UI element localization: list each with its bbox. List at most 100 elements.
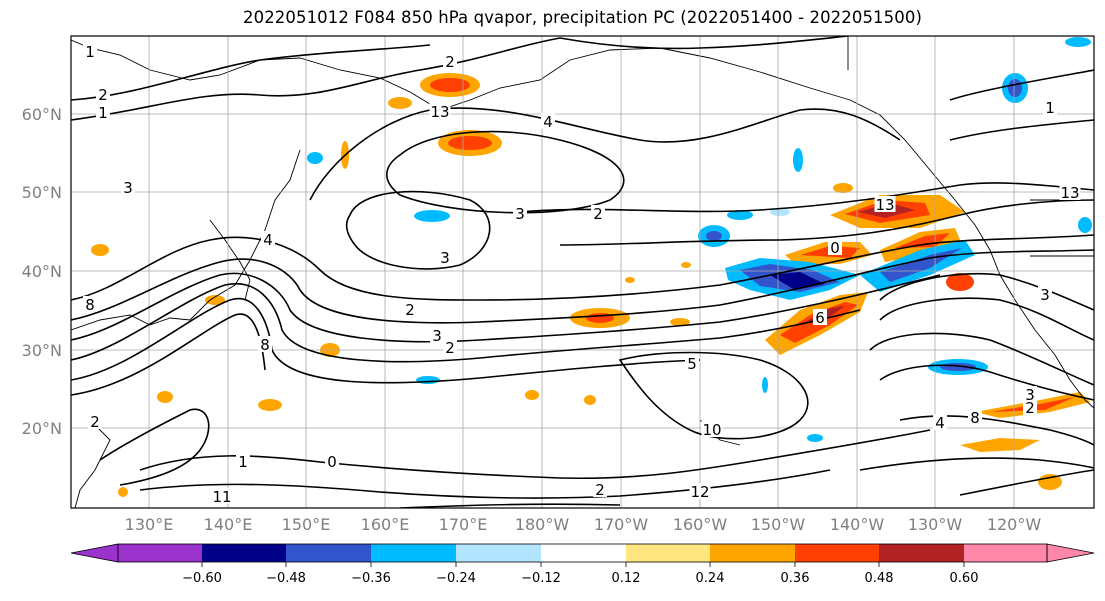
longitude-label: 140°E: [204, 515, 253, 534]
contour-label-backdrop: [685, 355, 699, 371]
contour-label: 3: [440, 249, 450, 267]
contour-label-backdrop: [430, 327, 444, 343]
contour-label: 3: [123, 179, 133, 197]
latitude-label: 60°N: [22, 105, 62, 124]
longitude-label: 150°E: [282, 515, 331, 534]
contour-label-backdrop: [211, 488, 233, 504]
colorbar-segment: [456, 544, 541, 562]
contour-label: 3: [515, 205, 525, 223]
contour-label-backdrop: [403, 301, 417, 317]
colorbar-segment: [118, 544, 202, 562]
contour-label: 8: [85, 296, 95, 314]
contour-label: 13: [875, 196, 894, 214]
contour-label-backdrop: [443, 53, 457, 69]
longitude-label: 160°W: [673, 515, 728, 534]
contour-label-backdrop: [121, 179, 135, 195]
contour-label-backdrop: [1043, 99, 1057, 115]
contour-label: 3: [1040, 286, 1050, 304]
contour-label-backdrop: [513, 205, 527, 221]
colorbar-tick-label: −0.36: [351, 571, 391, 586]
longitude-label: 160°E: [361, 515, 410, 534]
contour-label: 0: [327, 453, 337, 471]
colorbar-segment: [710, 544, 795, 562]
contour-label-backdrop: [258, 336, 272, 352]
colorbar-min-arrow: [70, 543, 119, 563]
contour-label: 12: [690, 483, 709, 501]
map-title: 2022051012 F084 850 hPa qvapor, precipit…: [243, 8, 922, 27]
colorbar-max-arrow: [1046, 543, 1095, 563]
contour-label-backdrop: [874, 196, 896, 212]
graticule: [71, 36, 1094, 508]
longitude-label: 170°W: [594, 515, 649, 534]
contour-label: 2: [593, 205, 603, 223]
contour-label: 4: [263, 231, 273, 249]
latitude-label: 30°N: [22, 341, 62, 360]
contour-label-backdrop: [83, 296, 97, 312]
colorbar-tick-label: 0.12: [612, 571, 641, 586]
colorbar-ticks: −0.60 −0.48 −0.36 −0.24 −0.12 0.12 0.24 0.36 0.4…: [182, 562, 978, 586]
contour-label-backdrop: [83, 43, 97, 59]
colorbar-tick-label: 0.48: [865, 571, 894, 586]
contour-label-backdrop: [1059, 184, 1081, 200]
colorbar-tick-label: 0.60: [950, 571, 979, 586]
contour-label-backdrop: [261, 231, 275, 247]
contour-label: 3: [1025, 386, 1035, 404]
contour-label: 8: [970, 409, 980, 427]
colorbar-segment: [964, 544, 1047, 562]
contour-label: 1: [1045, 99, 1055, 117]
longitude-label: 140°W: [830, 515, 885, 534]
longitude-label: 170°E: [439, 515, 488, 534]
contour-label: 4: [543, 113, 553, 131]
colorbar-tick-label: −0.60: [182, 571, 222, 586]
contour-label-backdrop: [813, 309, 827, 325]
colorbar-segment: [286, 544, 371, 562]
contour-label-backdrop: [96, 86, 110, 102]
contour-label-backdrop: [325, 453, 339, 469]
contour-label-backdrop: [968, 409, 982, 425]
colorbar-segment: [626, 544, 710, 562]
longitude-labels: 130°E 140°E 150°E 160°E 170°E 180°W 170°W 160°W…: [125, 515, 1042, 534]
contour-label: 8: [260, 336, 270, 354]
contour-label: 6: [815, 309, 825, 327]
contour-label: 5: [687, 355, 697, 373]
contour-label-backdrop: [1023, 386, 1037, 402]
contour-label-backdrop: [438, 249, 452, 265]
latitude-label: 20°N: [22, 419, 62, 438]
contour-label-backdrop: [96, 104, 110, 120]
latitude-labels: 60°N 50°N 40°N 30°N 20°N: [22, 105, 62, 438]
contour-label: 1: [238, 453, 248, 471]
colorbar-tick-label: −0.48: [266, 571, 306, 586]
contour-label-backdrop: [443, 339, 457, 355]
plot-frame: [70, 35, 1095, 509]
contour-label-backdrop: [689, 483, 711, 499]
longitude-label: 130°W: [908, 515, 963, 534]
colorbar-segment: [202, 544, 286, 562]
longitude-label: 120°W: [987, 515, 1042, 534]
longitude-label: 180°W: [515, 515, 570, 534]
contour-label: 2: [595, 481, 605, 499]
contour-label: 2: [90, 413, 100, 431]
colorbar-tick-label: −0.24: [436, 571, 476, 586]
qvapor-contours: [71, 36, 1094, 508]
colorbar-segment: [541, 544, 626, 562]
contour-label: 13: [430, 103, 449, 121]
contour-label-backdrop: [593, 481, 607, 497]
contour-label: 2: [445, 53, 455, 71]
contour-label-backdrop: [828, 239, 842, 255]
contour-label-backdrop: [236, 453, 250, 469]
contour-label-backdrop: [88, 413, 102, 429]
contour-label: 1: [98, 104, 108, 122]
contour-label-backdrop: [541, 113, 555, 129]
contour-label: 13: [1060, 184, 1079, 202]
latitude-label: 40°N: [22, 262, 62, 281]
colorbar-tick-label: 0.24: [696, 571, 725, 586]
contour-label: 3: [432, 327, 442, 345]
contour-label: 1: [85, 43, 95, 61]
colorbar-segment: [795, 544, 879, 562]
contour-label: 2: [445, 339, 455, 357]
contour-label-backdrop: [1023, 399, 1037, 415]
contour-label: 4: [935, 414, 945, 432]
